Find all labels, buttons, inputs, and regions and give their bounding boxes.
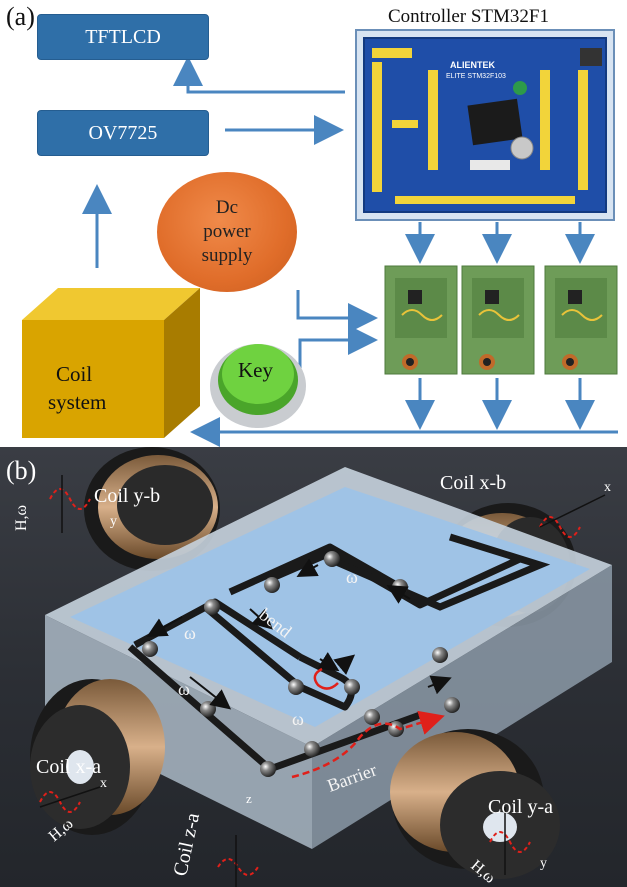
coil-y-b-label: Coil y-b — [94, 485, 160, 507]
arrow-controller-to-tftlcd — [173, 56, 345, 94]
coil-x-b-label: Coil x-b — [440, 472, 506, 494]
axis-x-label-2: x — [100, 776, 107, 791]
ov7725-label: OV7725 — [88, 121, 158, 144]
board-model: ELITE STM32F103 — [446, 73, 506, 80]
panel-b-3d-coil-setup: (b) Coil y-b Coil x-b Coil x-a Coil y-a … — [0, 447, 627, 887]
omega-label-4: ω — [346, 567, 358, 587]
dc-power-line-1: Dc — [215, 197, 239, 219]
driver-board-2 — [461, 265, 535, 375]
controller-title: Controller STM32F1 — [388, 6, 549, 27]
tftlcd-label: TFTLCD — [85, 25, 161, 48]
omega-label-2: ω — [178, 679, 190, 699]
coil-x-a-label: Coil x-a — [36, 756, 101, 778]
panel-b-illustration: (b) Coil y-b Coil x-b Coil x-a Coil y-a … — [6, 447, 612, 887]
ov7725-box: OV7725 — [37, 110, 209, 156]
coil-system-line-1: Coil — [56, 362, 93, 386]
dc-power-line-3: supply — [201, 244, 253, 266]
axis-x-label-1: x — [604, 480, 611, 495]
panel-a-block-diagram: ALIENTEK ELITE STM32F103 — [6, 2, 618, 447]
driver-board-3 — [544, 265, 618, 375]
field-waves — [39, 475, 606, 887]
axis-y-label-2: y — [540, 856, 547, 871]
coil-y-a-graphic — [390, 729, 560, 879]
omega-label-3: ω — [292, 709, 304, 729]
panel-a-connectors: ALIENTEK ELITE STM32F103 — [22, 29, 618, 447]
stm32-board: ALIENTEK ELITE STM32F103 — [355, 29, 615, 221]
dc-power-ellipse: Dc power supply — [157, 172, 297, 292]
coil-system-line-2: system — [48, 390, 107, 415]
omega-label-1: ω — [184, 623, 196, 643]
coil-system-cube — [22, 288, 200, 438]
coil-x-a-graphic — [30, 679, 165, 835]
dc-power-line-2: power — [203, 221, 251, 243]
tftlcd-box: TFTLCD — [37, 14, 209, 60]
microfluidic-plate — [45, 467, 612, 849]
driver-board-1 — [384, 265, 458, 375]
arrow-key-to-drivers — [298, 325, 378, 370]
coil-y-b-graphic — [84, 447, 220, 571]
panel-b-label: (b) — [6, 456, 36, 485]
h-omega-label-yb: H,ω — [13, 505, 30, 531]
board-brand: ALIENTEK — [450, 60, 496, 70]
coil-z-a-label: Coil z-a — [169, 811, 204, 878]
panel-a-label: (a) — [6, 2, 35, 31]
arrow-power-to-drivers — [296, 290, 378, 333]
coil-system-label: Coil system — [48, 360, 106, 417]
axis-y-label-1: y — [110, 514, 117, 529]
direction-arrows — [146, 558, 452, 710]
key-label: Key — [238, 358, 273, 382]
key-button-graphic — [210, 344, 306, 428]
coil-y-a-label: Coil y-a — [488, 796, 553, 818]
axis-z-label: z — [246, 791, 252, 806]
barrier-path — [291, 667, 445, 779]
